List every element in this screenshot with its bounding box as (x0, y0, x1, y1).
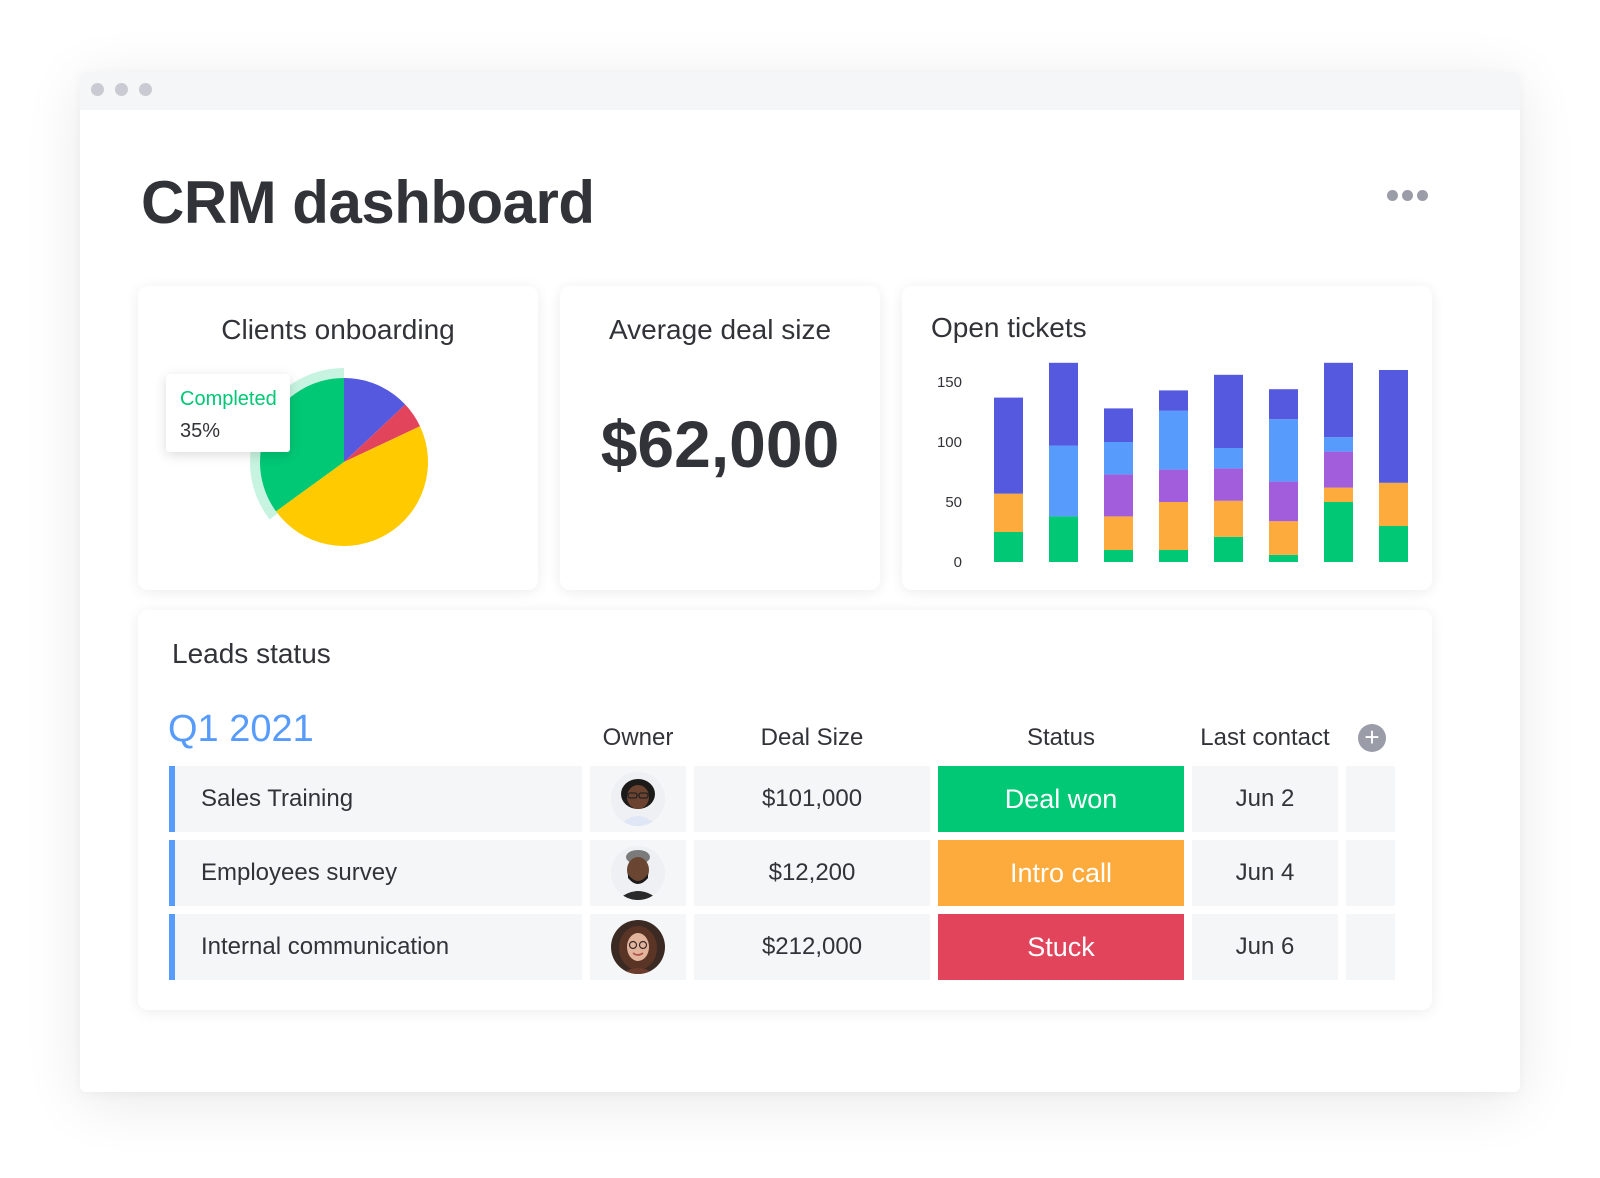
bar-segment[interactable] (1104, 442, 1133, 475)
bar-segment[interactable] (1269, 389, 1298, 420)
card-title: Open tickets (931, 312, 1087, 343)
y-tick-label: 150 (937, 374, 962, 391)
bar-segment[interactable] (1104, 474, 1133, 517)
empty-cell[interactable] (1346, 766, 1395, 832)
bar-segment[interactable] (1379, 482, 1408, 526)
bar-segment[interactable] (994, 397, 1023, 494)
bar-segment[interactable] (1104, 408, 1133, 442)
y-tick-label: 0 (954, 554, 962, 571)
add-column-icon[interactable]: + (1358, 724, 1386, 752)
tooltip-label: Completed (180, 388, 277, 410)
column-header-last-contact[interactable]: Last contact (1200, 724, 1330, 751)
bar-segment[interactable] (1159, 550, 1188, 562)
bar-segment[interactable] (1159, 469, 1188, 502)
bar-segment[interactable] (994, 493, 1023, 532)
table-row-name[interactable]: Employees survey (169, 840, 582, 906)
last-contact-cell[interactable]: Jun 2 (1192, 766, 1338, 832)
y-tick-label: 100 (937, 434, 962, 451)
bar-segment[interactable] (1214, 374, 1243, 448)
deal-size-cell[interactable]: $212,000 (694, 914, 930, 980)
card-title: Leads status (172, 638, 331, 669)
bar-segment[interactable] (1269, 419, 1298, 482)
bar-segment[interactable] (1214, 468, 1243, 501)
open-tickets-bar-chart: 0 50 100 150 (937, 362, 1408, 571)
owner-cell[interactable] (590, 766, 686, 832)
tooltip-value: 35% (180, 420, 221, 442)
empty-cell[interactable] (1346, 840, 1395, 906)
bar-segment[interactable] (1324, 362, 1353, 438)
bar-segment[interactable] (1049, 362, 1078, 446)
average-deal-value: $62,000 (600, 407, 840, 481)
bar-segment[interactable] (1104, 516, 1133, 550)
deal-size-cell[interactable]: $101,000 (694, 766, 930, 832)
pie-tooltip: Completed 35% (166, 374, 290, 452)
window-dot-icon (139, 83, 152, 96)
bar-segment[interactable] (1324, 451, 1353, 488)
page-title: CRM dashboard (141, 169, 595, 236)
avatar (611, 920, 665, 974)
avatar (611, 772, 665, 826)
bar-segment[interactable] (1159, 502, 1188, 550)
average-deal-card: Average deal size $62,000 (560, 286, 880, 590)
pie-slice[interactable] (344, 404, 421, 462)
empty-cell[interactable] (1346, 914, 1395, 980)
open-tickets-card: Open tickets 0 50 100 150 (902, 286, 1432, 590)
bar-segment[interactable] (1214, 500, 1243, 537)
table-row-name[interactable]: Sales Training (169, 766, 582, 832)
bar-segment[interactable] (1049, 516, 1078, 562)
window-dot-icon (91, 83, 104, 96)
bar-segment[interactable] (1324, 502, 1353, 562)
bar-segment[interactable] (1269, 481, 1298, 522)
bar-segment[interactable] (1159, 390, 1188, 411)
bar-segment[interactable] (1214, 448, 1243, 469)
status-badge[interactable]: Deal won (938, 766, 1184, 832)
y-tick-label: 50 (945, 494, 962, 511)
owner-cell[interactable] (590, 840, 686, 906)
bar-segment[interactable] (1049, 445, 1078, 517)
column-header-deal-size[interactable]: Deal Size (760, 724, 864, 751)
window-dot-icon (115, 83, 128, 96)
bar-segment[interactable] (1269, 554, 1298, 562)
status-badge[interactable]: Intro call (938, 840, 1184, 906)
bar-segment[interactable] (1324, 487, 1353, 502)
deal-size-cell[interactable]: $12,200 (694, 840, 930, 906)
bar-segment[interactable] (1159, 410, 1188, 470)
bar-segment[interactable] (1324, 437, 1353, 452)
clients-onboarding-card: Clients onboarding Completed 35% (138, 286, 538, 590)
pie-slice[interactable] (276, 426, 428, 546)
leads-status-card: Leads status Q1 2021 Owner Deal Size Sta… (138, 610, 1432, 1010)
bar-segment[interactable] (1379, 526, 1408, 562)
onboarding-pie-chart (250, 368, 428, 546)
table-row-name[interactable]: Internal communication (169, 914, 582, 980)
app-window: CRM dashboard Clients onboarding Complet… (80, 72, 1520, 1092)
column-header-owner[interactable]: Owner (602, 724, 674, 751)
card-title: Clients onboarding (221, 314, 455, 345)
group-title[interactable]: Q1 2021 (168, 708, 314, 750)
card-title: Average deal size (608, 314, 832, 345)
status-badge[interactable]: Stuck (938, 914, 1184, 980)
bar-segment[interactable] (1269, 521, 1298, 555)
column-header-status[interactable]: Status (1026, 724, 1096, 751)
bar-segment[interactable] (1104, 550, 1133, 562)
more-options-icon[interactable] (1377, 180, 1437, 210)
pie-slice[interactable] (344, 378, 406, 462)
owner-cell[interactable] (590, 914, 686, 980)
last-contact-cell[interactable]: Jun 4 (1192, 840, 1338, 906)
last-contact-cell[interactable]: Jun 6 (1192, 914, 1338, 980)
avatar (611, 846, 665, 900)
bar-segment[interactable] (994, 532, 1023, 562)
bar-segment[interactable] (1379, 370, 1408, 483)
bar-segment[interactable] (1214, 536, 1243, 562)
window-titlebar (80, 72, 1520, 110)
